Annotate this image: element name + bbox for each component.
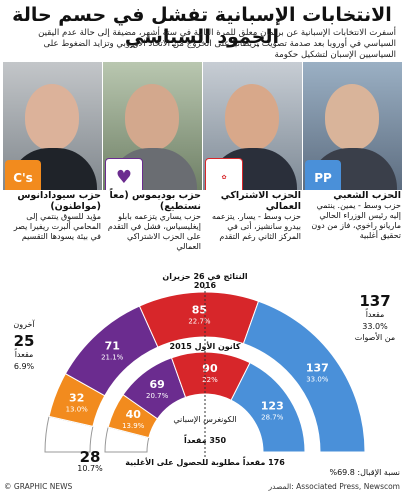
party-desc: مؤيد للسوق ينتمي إلى المحامي ألبرت ريفير…	[13, 212, 101, 241]
photo-pp: PP	[303, 62, 402, 190]
seats-chart: 32 13.0% 71 21.1% 85 22.7% 137 33.0% 40 13.9% 69 20…	[0, 270, 404, 480]
others-seats-word: مقعداً	[14, 350, 34, 359]
inner-seats-podemos: 69	[149, 378, 164, 391]
others-inner-pct: 10.7%	[77, 464, 103, 473]
pp-logo-icon: PP	[305, 160, 341, 190]
pp-seats-word: مقعداً	[365, 310, 385, 319]
inner-pct-psoe: 22%	[202, 376, 218, 384]
inner-seats-cs: 40	[126, 408, 142, 421]
inner-pct-cs: 13.9%	[122, 422, 145, 430]
photo-podemos: ♥	[103, 62, 202, 190]
party-name: حزب بوديموس (معاً نستطيع)	[109, 190, 201, 212]
outer-pct-cs: 13.0%	[66, 406, 89, 414]
source: المصدر: Associated Press, Newscom	[268, 482, 400, 491]
outer-segment-pp	[242, 300, 366, 453]
party-descriptions: الحزب الشعبي حزب وسط - يمين. ينتمي إليه …	[0, 190, 404, 270]
inner-seats-pp: 123	[261, 400, 284, 413]
outer-seats-podemos: 71	[105, 340, 120, 353]
podemos-logo-icon: ♥	[105, 158, 143, 190]
inner-pct-pp: 28.7%	[261, 414, 284, 422]
party-cs: حزب سيودادانوس (مواطنون) مؤيد للسوق ينتم…	[3, 190, 101, 270]
party-podemos: حزب بوديموس (معاً نستطيع) حزب يساري يتزع…	[103, 190, 201, 270]
others-outer-pct: 6.9%	[13, 362, 35, 371]
others-label: آخرون	[13, 320, 35, 329]
others-inner-seats: 28	[79, 448, 101, 466]
outer-pct-podemos: 21.1%	[101, 354, 124, 362]
party-pp: الحزب الشعبي حزب وسط - يمين. ينتمي إليه …	[303, 190, 401, 270]
party-name: حزب سيودادانوس (مواطنون)	[17, 190, 101, 212]
others-outer-seats: 25	[13, 332, 35, 350]
outer-pct-psoe: 22.7%	[188, 318, 211, 326]
of-votes-label: من الأصوات	[354, 333, 396, 342]
psoe-logo-icon: ✿	[205, 158, 243, 190]
inner-seats-psoe: 90	[202, 362, 218, 375]
cs-logo-icon: C's	[5, 160, 41, 190]
outer-seats-psoe: 85	[192, 304, 207, 317]
credit: © GRAPHIC NEWS	[4, 482, 73, 491]
party-name: الحزب الشعبي	[333, 190, 401, 201]
party-desc: حزب وسط - يسار. يتزعمه بيدرو سانشيز، أتى…	[211, 212, 301, 241]
majority-note: 176 مقعداً مطلوبة للحصول على الأغلبية	[125, 458, 285, 467]
turnout: نسبة الإقبال: 69.8%	[329, 468, 400, 477]
inner-pct-podemos: 20.7%	[146, 392, 169, 400]
party-psoe: الحزب الاشتراكي العمالي حزب وسط - يسار. …	[203, 190, 301, 270]
party-desc: حزب يساري يتزعمه بابلو إيغليسياس، فشل في…	[107, 212, 201, 251]
pp-outer-pct: 33.0%	[362, 322, 388, 331]
inner-title: كانون الأول 2015	[169, 342, 241, 351]
leader-photos: PP ✿ ♥ C's	[0, 62, 404, 190]
photo-psoe: ✿	[203, 62, 302, 190]
footer: © GRAPHIC NEWS المصدر: Associated Press,…	[4, 482, 400, 491]
pp-outer-seats: 137	[359, 292, 391, 310]
party-name: الحزب الاشتراكي العمالي	[220, 190, 301, 212]
center-total: 350 مقعداً	[183, 436, 227, 445]
photo-cs: C's	[3, 62, 102, 190]
center-label: الكونغرس الإسباني	[173, 415, 237, 424]
outer-pct-pp: 33.0%	[306, 376, 329, 384]
outer-seats-pp: 137	[306, 362, 329, 375]
party-desc: حزب وسط - يمين. ينتمي إليه رئيس الوزراء …	[311, 201, 401, 240]
inner-segment-pp	[230, 362, 306, 453]
outer-title: النتائج في 26 حزيران 2016	[162, 272, 248, 290]
page-title: الانتخابات الإسبانية تفشل في حسم حالة ال…	[12, 4, 392, 48]
intro-text: أسفرت الانتخابات الإسبانية عن برلمان معل…	[38, 28, 396, 60]
outer-seats-cs: 32	[69, 392, 84, 405]
